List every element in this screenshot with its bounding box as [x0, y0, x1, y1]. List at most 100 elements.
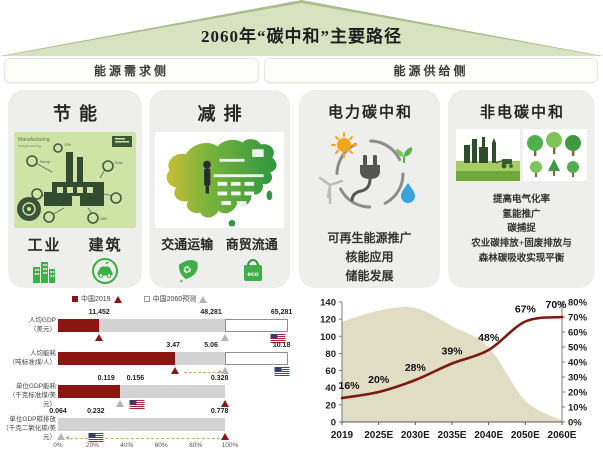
bar-row-label: 人均GDP （美元）: [0, 317, 56, 335]
x-axis-tick-label: 100%: [221, 442, 239, 449]
line-point-label: 28%: [405, 362, 427, 374]
us-flag-marker: [270, 334, 286, 343]
line-point-label: 16%: [338, 380, 360, 392]
legend-swatch: [143, 296, 150, 302]
bar-value-label: 10.18: [272, 342, 291, 349]
line-point-label: 70%: [545, 299, 567, 311]
line-point-label: 20%: [368, 374, 390, 386]
wind-turbine-icon: [318, 176, 343, 205]
sprout-icon: [395, 147, 412, 163]
forest-trees-image: [523, 129, 587, 181]
right-axis-tick-label: 10%: [568, 403, 588, 414]
forecast-area-line-chart: 0 20 40 60 80 100 120 140 0% 10% 20% 30% 40% 50% 60% 70…: [302, 292, 603, 452]
right-axis-tick-label: 70%: [568, 313, 588, 324]
bar-row-label: 单位GDP能耗 （千克标准煤/美元）: [0, 383, 56, 409]
bar-segment-gray: [119, 385, 225, 398]
power-line-3: 储能发展: [345, 269, 394, 284]
row-label-line2: （千克二氧化碳/美元）: [2, 424, 56, 441]
red-triangle-icon: [95, 334, 104, 341]
red-triangle-marker: [220, 433, 229, 440]
legend-label: 中国2060预测: [152, 296, 197, 303]
left-axis-tick-label: 100: [320, 332, 336, 343]
label-transportation: 交通运输: [161, 237, 214, 252]
bar-value-label: 0.778: [210, 408, 229, 415]
power-line-2: 核能应用: [345, 250, 394, 265]
ev-car-icon: [92, 258, 118, 284]
dashed-arrow: [183, 372, 220, 373]
red-triangle-marker: [170, 367, 179, 374]
bar-row-label: 人均能耗 （吨标准煤/人）: [0, 350, 56, 368]
bar-value-label: 0.232: [87, 408, 105, 415]
bar-value-label: 0.119: [97, 375, 115, 382]
card-power-carbon-neutral: 电力碳中和: [299, 90, 440, 288]
right-axis-tick-label: 30%: [568, 373, 588, 384]
right-axis-tick-label: 80%: [568, 298, 588, 309]
right-axis-tick-label: 20%: [568, 388, 588, 399]
bar-segment-white: [224, 352, 289, 365]
red-triangle-marker: [95, 334, 104, 341]
nonpower-line-4: 农业碳排放+固废排放与: [471, 239, 572, 250]
svg-text:Manufacturing: Manufacturing: [18, 137, 50, 143]
left-axis-tick-label: 140: [320, 298, 336, 309]
tree: [527, 132, 581, 177]
power-line-1: 可再生能源推广: [327, 231, 412, 245]
card-title: 非电碳中和: [479, 105, 565, 121]
left-axis-tick-label: 20: [325, 400, 336, 411]
svg-text:12%: 12%: [64, 143, 71, 147]
x-axis-tick-label: 80%: [189, 442, 203, 449]
row-label-line2: （吨标准煤/人）: [8, 358, 56, 366]
x-axis-tick-label: 60%: [154, 442, 168, 449]
section-demand-label: 能源需求侧: [93, 64, 169, 78]
line-point-label: 67%: [515, 304, 537, 316]
gray-triangle-marker: [220, 367, 229, 374]
bar-segment-red: [58, 319, 100, 332]
legend-item: 中国2019: [72, 294, 122, 304]
row-label-line1: 人均能耗: [30, 350, 56, 357]
gray-triangle-icon: [220, 367, 229, 374]
red-triangle-marker: [220, 400, 229, 407]
gray-triangle-icon: [57, 433, 66, 440]
card-energy-saving: 节能 Manufacturing imagineering: [8, 90, 142, 288]
legend-swatch: [72, 296, 78, 302]
row-label-line2: （千克标准煤/美元）: [8, 391, 56, 408]
chart-legend: 中国2019 中国2060预测: [72, 294, 208, 304]
gray-triangle-marker: [115, 400, 124, 407]
left-axis-tick-label: 80: [325, 349, 336, 360]
bar-segment-gray: [58, 418, 225, 431]
left-axis-tick-label: 120: [320, 315, 336, 326]
label-building: 建筑: [88, 238, 123, 254]
us-flag-marker: [274, 367, 290, 376]
left-axis-tick-label: 40: [325, 383, 336, 394]
svg-text:eco: eco: [247, 271, 258, 278]
right-axis-tick-label: 60%: [568, 328, 588, 339]
bar-row-label: 单位GDP碳排放 （千克二氧化碳/美元）: [0, 416, 56, 442]
svg-text:imagineering: imagineering: [18, 143, 41, 148]
legend-label: 中国2019: [81, 296, 111, 303]
section-supply-label: 能源供给侧: [393, 64, 469, 78]
green-industry-image: [456, 129, 520, 181]
legend-gray-triangle-icon: [199, 295, 208, 303]
sun-icon: [330, 132, 357, 158]
bar-segment-red: [58, 352, 175, 365]
recycle-leaf-icon: ♻: [178, 260, 198, 282]
forecast-chart-svg: 0 20 40 60 80 100 120 140 0% 10% 20% 30% 40% 50% 60% 70…: [320, 298, 588, 442]
bar-segment-white: [224, 319, 289, 332]
section-demand-side: 能源需求侧: [4, 58, 259, 83]
gray-triangle-icon: [115, 400, 124, 407]
x-axis-tick-label: 2019: [331, 430, 354, 441]
us-flag-marker: [88, 433, 104, 442]
power-plug-icon: [350, 155, 380, 202]
card-title: 电力碳中和: [327, 105, 413, 121]
factory-infographic-image: Manufacturing imagineering: [14, 132, 136, 228]
gray-triangle-marker: [220, 334, 229, 341]
left-axis-tick-label: 0: [331, 418, 336, 429]
bar-value-label: 0.064: [49, 408, 67, 415]
line-point-label: 39%: [441, 346, 463, 358]
right-axis-tick-label: 0%: [568, 418, 582, 429]
gray-triangle-icon: [220, 334, 229, 341]
row-label-line1: 人均GDP: [28, 317, 56, 324]
x-axis-tick-label: 2050E: [511, 430, 540, 441]
label-industry: 工业: [27, 238, 62, 254]
x-axis-tick-label: 2030E: [401, 430, 430, 441]
